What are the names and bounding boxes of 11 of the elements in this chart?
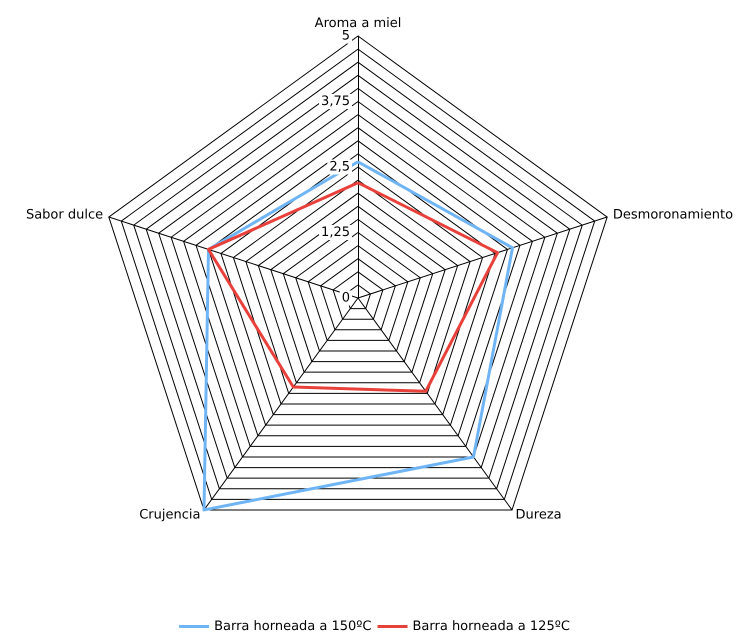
legend-label: Barra horneada a 125ºC — [412, 619, 570, 634]
y-tick-label: 2,5 — [329, 160, 350, 174]
y-tick-label: 5 — [342, 28, 350, 44]
spoke-label: Aroma a miel — [314, 16, 402, 31]
legend-label: Barra horneada a 150ºC — [214, 619, 372, 634]
y-tick-label: 3,75 — [321, 94, 350, 109]
spoke-label: Desmoronamiento — [612, 208, 734, 223]
spoke-label: Crujencia — [139, 507, 200, 522]
y-tick-label: 1,25 — [321, 225, 350, 240]
spoke-label: Dureza — [516, 507, 562, 522]
spoke-label: Sabor dulce — [26, 208, 104, 223]
